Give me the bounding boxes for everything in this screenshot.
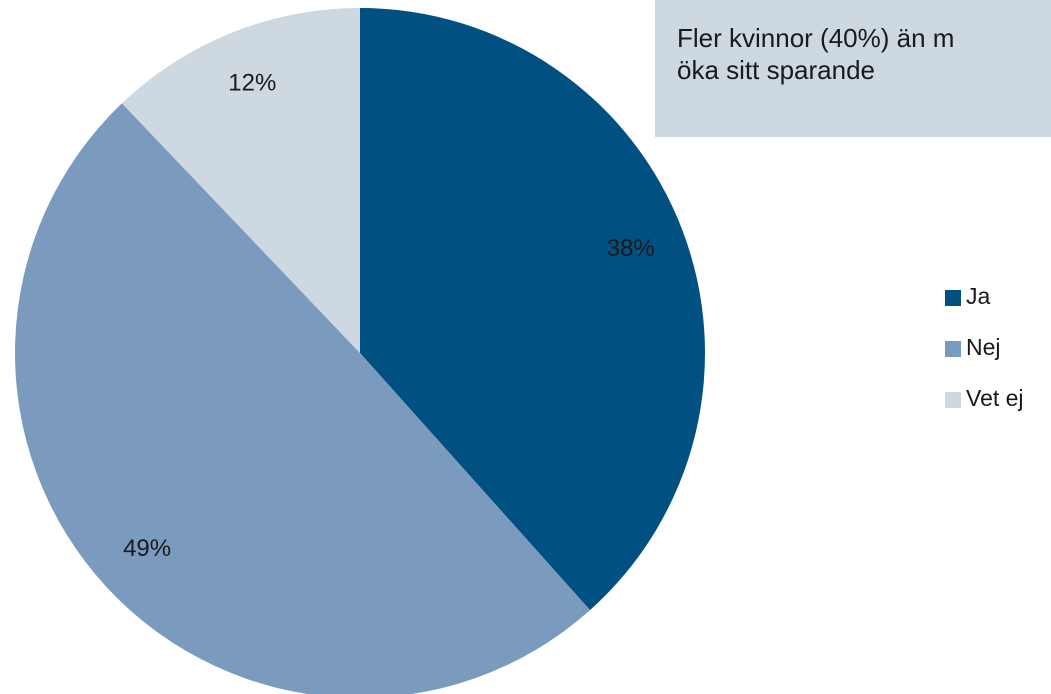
annotation-box <box>655 0 1051 137</box>
data-label: 38% <box>607 235 655 262</box>
legend-label: Nej <box>966 334 1001 360</box>
legend-label: Ja <box>966 283 991 309</box>
data-label: 49% <box>123 535 171 562</box>
annotation-line: öka sitt sparande <box>677 55 875 85</box>
legend-swatch <box>945 392 961 408</box>
pie-slice <box>121 8 360 353</box>
annotation-line: Fler kvinnor (40%) än m <box>677 23 954 53</box>
pie-slice <box>360 8 705 611</box>
legend-swatch <box>945 341 961 357</box>
legend-swatch <box>945 290 961 306</box>
legend-label: Vet ej <box>966 385 1024 411</box>
data-label: 12% <box>228 69 276 96</box>
pie-slice <box>15 103 591 694</box>
